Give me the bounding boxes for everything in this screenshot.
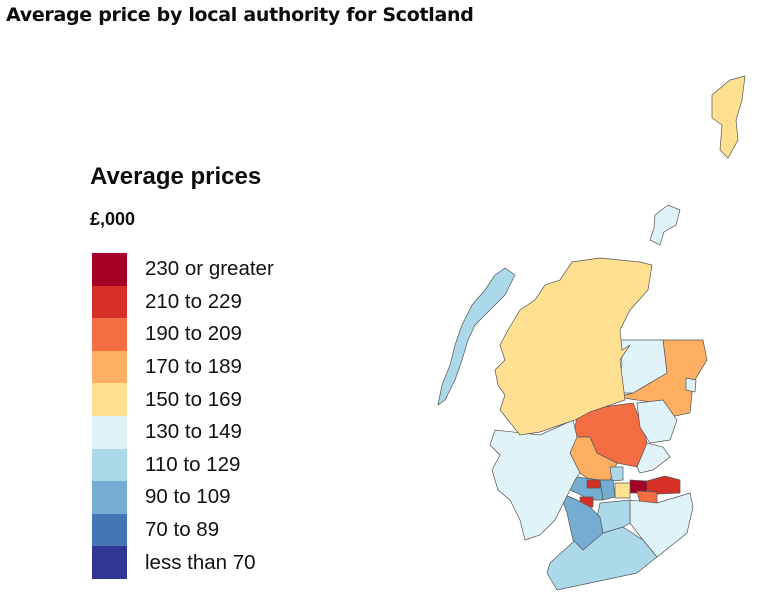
legend-item: 150 to 169 <box>92 383 274 416</box>
legend-swatch <box>92 481 127 514</box>
legend-item: 230 or greater <box>92 253 274 286</box>
legend-label: 70 to 89 <box>145 518 220 542</box>
region-fife <box>636 442 671 474</box>
region-falkirk <box>609 466 624 482</box>
legend-item: 110 to 129 <box>92 448 274 482</box>
region-argyll-and-bute <box>489 419 581 541</box>
legend-swatch <box>92 253 127 286</box>
legend-swatch <box>92 318 127 351</box>
legend-title: Average prices <box>90 163 262 190</box>
legend-item: 190 to 209 <box>92 318 274 351</box>
legend-swatch <box>92 285 127 319</box>
legend-label: 130 to 149 <box>145 420 242 444</box>
legend-swatch <box>92 546 127 579</box>
region-scottish-borders <box>629 492 694 558</box>
region-east-lothian <box>646 475 681 495</box>
legend-item: 170 to 189 <box>92 350 274 384</box>
legend-label: less than 70 <box>145 550 256 574</box>
legend-label: 230 or greater <box>145 257 274 281</box>
legend-label: 210 to 229 <box>145 289 242 313</box>
legend-label: 110 to 129 <box>145 452 241 476</box>
region-moray <box>616 339 668 394</box>
region-west-lothian <box>614 482 631 499</box>
legend-swatch <box>92 415 127 449</box>
legend: 230 or greater 210 to 229 190 to 209 170 to… <box>92 253 274 579</box>
legend-swatch <box>92 383 127 416</box>
legend-item: 70 to 89 <box>92 513 274 547</box>
legend-label: 150 to 169 <box>145 387 242 411</box>
legend-swatch <box>92 448 127 482</box>
legend-item: 130 to 149 <box>92 415 274 449</box>
page-title: Average price by local authority for Sco… <box>6 4 474 26</box>
legend-item: 210 to 229 <box>92 285 274 319</box>
region-west-dunbartonshire <box>586 479 601 489</box>
region-highland <box>494 257 653 436</box>
region-ayrshire <box>559 492 604 551</box>
legend-swatch <box>92 350 127 384</box>
legend-swatch <box>92 513 127 547</box>
region-shetland <box>711 75 746 159</box>
region-aberdeen-city <box>685 377 697 393</box>
region-western-isles <box>437 267 516 406</box>
legend-label: 190 to 209 <box>145 322 242 346</box>
legend-label: 170 to 189 <box>145 355 242 379</box>
region-orkney <box>649 204 681 246</box>
legend-item: less than 70 <box>92 546 274 579</box>
legend-unit: £,000 <box>90 209 136 229</box>
legend-item: 90 to 109 <box>92 481 274 514</box>
legend-label: 90 to 109 <box>145 485 231 509</box>
region-angus <box>636 399 678 444</box>
